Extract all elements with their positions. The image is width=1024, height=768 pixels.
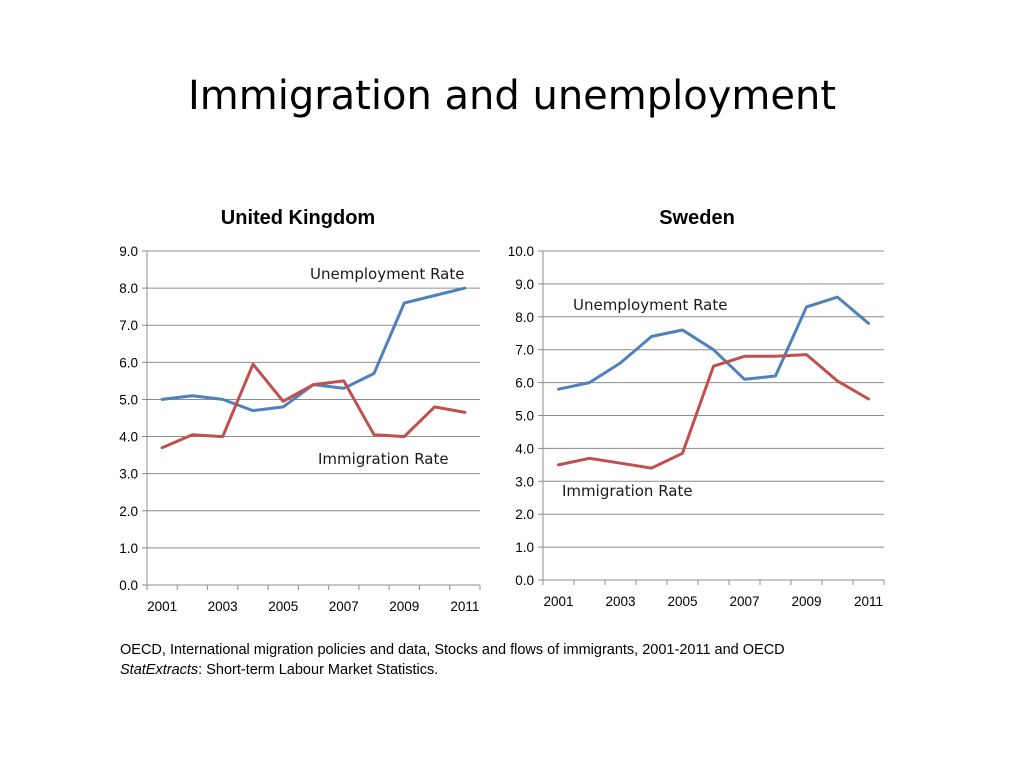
x-tick-label: 2005 (667, 594, 697, 609)
chart-united-kingdom: United Kingdom 0.0 1.0 2.0 3.0 4.0 5.0 6.0 7.0 8.… (119, 207, 481, 614)
series-label-immigration-ratese: Immigration Rate (562, 482, 693, 500)
source-text: OECD, International migration policies a… (120, 642, 785, 658)
series-line-unemployment-ratese (557, 295, 870, 391)
x-tick-label: 2001 (543, 594, 573, 609)
x-tick-label: 2011 (450, 599, 479, 614)
x-tick-label: 2009 (791, 594, 821, 609)
y-tick-label: 9.0 (515, 277, 534, 292)
chart-title-uk: United Kingdom (221, 207, 375, 229)
y-tick-label: 10.0 (508, 244, 534, 259)
x-tick-label: 2005 (268, 599, 298, 614)
y-tick-label: 3.0 (119, 467, 138, 482)
series-line-immigration-rateuk (160, 362, 467, 450)
y-tick-label: 3.0 (515, 474, 534, 489)
y-tick-label: 4.0 (119, 430, 138, 445)
x-tick-label: 2007 (329, 599, 359, 614)
source-text-rest: : Short-term Labour Market Statistics. (198, 662, 439, 678)
series-label-unemployment-ratese: Unemployment Rate (573, 296, 727, 314)
y-tick-label: 8.0 (119, 281, 138, 296)
series-label-unemployment-rateuk: Unemployment Rate (310, 265, 464, 283)
series-line-immigration-ratese (557, 353, 870, 470)
y-tick-label: 6.0 (515, 376, 534, 391)
y-tick-label: 0.0 (515, 573, 534, 588)
y-tick-label: 6.0 (119, 355, 138, 370)
y-tick-label: 8.0 (515, 310, 534, 325)
source-citation: OECD, International migration policies a… (120, 640, 920, 680)
x-tick-label: 2007 (729, 594, 759, 609)
y-tick-label: 2.0 (119, 504, 138, 519)
chart-sweden: Sweden 0.0 1.0 2.0 3.0 4.0 5.0 6.0 7.0 8.0 9.0 10.0… (508, 207, 885, 609)
x-tick-label: 2009 (389, 599, 419, 614)
slide-title: Immigration and unemployment (187, 73, 837, 119)
x-tick-label: 2003 (208, 599, 238, 614)
y-tick-label: 0.0 (119, 578, 138, 593)
x-tick-label: 2003 (605, 594, 635, 609)
y-tick-label: 7.0 (515, 343, 534, 358)
y-tick-label: 7.0 (119, 318, 138, 333)
y-tick-label: 1.0 (119, 541, 138, 556)
y-tick-label: 9.0 (119, 244, 138, 259)
source-statextracts: StatExtracts (120, 662, 199, 678)
y-tick-label: 1.0 (515, 540, 534, 555)
series-label-immigration-rateuk: Immigration Rate (318, 450, 449, 468)
y-tick-label: 4.0 (515, 441, 534, 456)
chart-title-se: Sweden (659, 207, 735, 229)
x-tick-label: 2011 (854, 594, 883, 609)
y-tick-label: 2.0 (515, 507, 534, 522)
series-line-unemployment-rateuk (160, 286, 467, 413)
y-tick-label: 5.0 (515, 409, 534, 424)
y-tick-label: 5.0 (119, 392, 138, 407)
x-tick-label: 2001 (147, 599, 177, 614)
